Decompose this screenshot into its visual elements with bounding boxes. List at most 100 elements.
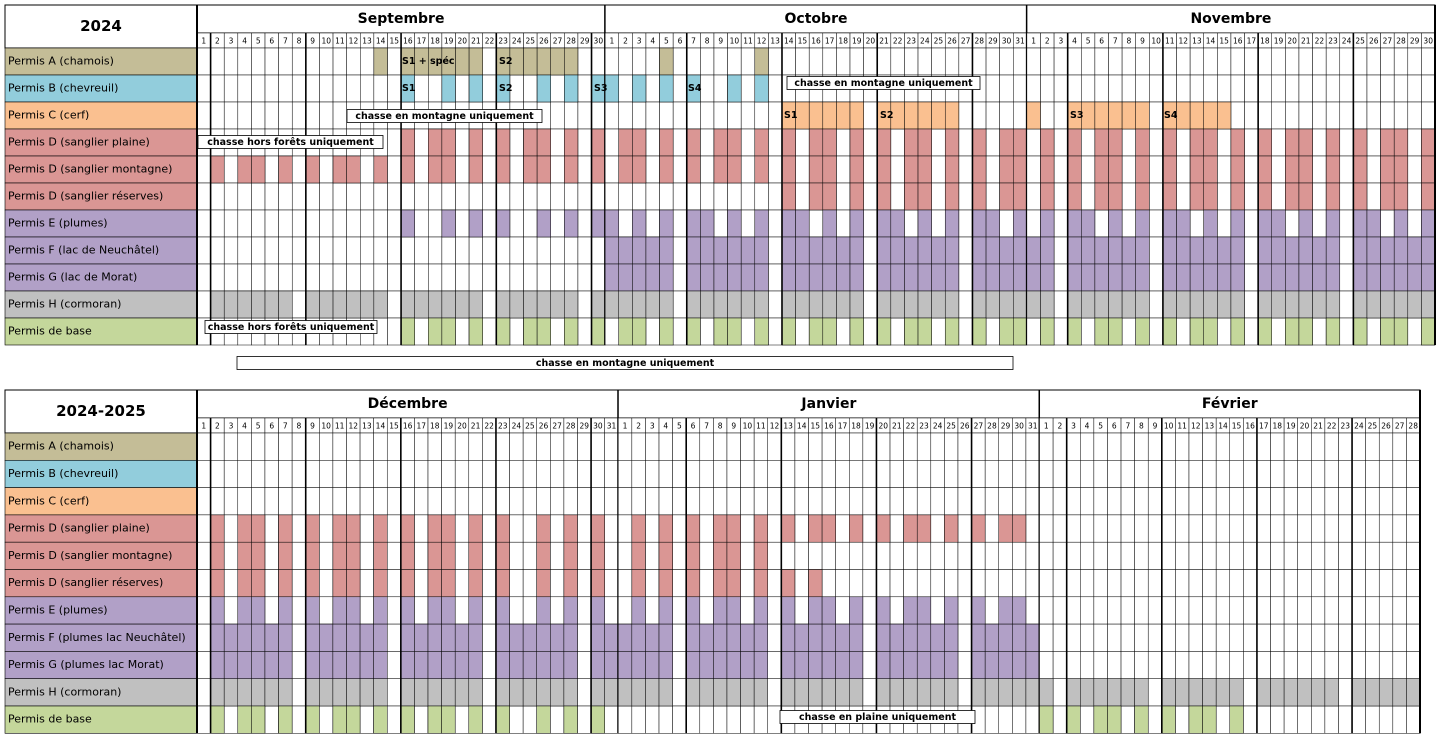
open-day (971, 623, 986, 652)
day-number: 21 (1301, 37, 1311, 46)
open-day (523, 317, 538, 346)
day-cell (1107, 541, 1122, 570)
open-day (686, 209, 701, 238)
open-day (400, 705, 415, 734)
day-number: 8 (297, 37, 302, 46)
open-day (427, 678, 442, 707)
day-cell (1052, 678, 1067, 707)
open-day (305, 596, 320, 625)
day-cell (1202, 596, 1217, 625)
day-number: 11 (1165, 37, 1175, 46)
day-cell (1351, 705, 1366, 734)
day-cell (414, 596, 429, 625)
day-number: 6 (1099, 37, 1104, 46)
open-day (753, 541, 768, 570)
day-cell (577, 128, 592, 157)
day-cell (414, 209, 429, 238)
open-day (631, 623, 646, 652)
day-cell (210, 236, 225, 265)
open-day (904, 155, 919, 184)
day-cell (1039, 514, 1054, 543)
day-cell (1202, 569, 1217, 598)
day-number: 2 (1058, 422, 1063, 431)
day-cell (1271, 74, 1286, 103)
open-day (849, 514, 864, 543)
open-day (468, 74, 483, 103)
day-cell (876, 487, 891, 516)
row-label: Permis E (plumes) (8, 217, 108, 230)
row-label: Permis de base (8, 713, 92, 726)
day-number: 27 (1395, 422, 1405, 431)
open-day (1108, 155, 1123, 184)
open-day (1217, 101, 1232, 130)
day-cell (550, 705, 565, 734)
day-cell (1066, 651, 1081, 679)
day-cell (904, 209, 919, 238)
open-day (713, 596, 728, 625)
day-cell (1093, 569, 1108, 598)
day-cell (836, 209, 851, 238)
open-day (713, 236, 728, 265)
open-day (427, 514, 442, 543)
day-cell (196, 678, 211, 707)
day-number: 14 (797, 422, 807, 431)
day-cell (1324, 569, 1339, 598)
open-day (441, 209, 456, 238)
day-cell (237, 74, 252, 103)
open-day (876, 236, 892, 265)
open-day (1162, 182, 1177, 211)
open-day (400, 596, 415, 625)
day-number: 4 (242, 422, 247, 431)
day-cell (223, 569, 239, 598)
open-day (876, 263, 892, 292)
open-day (795, 263, 810, 292)
day-number: 16 (1233, 37, 1243, 46)
open-day (1013, 182, 1028, 211)
day-cell (1407, 155, 1422, 184)
day-number: 12 (349, 37, 359, 46)
open-day (849, 236, 864, 265)
open-day (876, 290, 892, 319)
day-cell (264, 596, 279, 625)
day-cell (753, 460, 768, 488)
day-number: 3 (650, 422, 655, 431)
day-number: 15 (1232, 422, 1242, 431)
day-cell (1149, 317, 1164, 346)
day-cell (944, 487, 959, 516)
day-cell (563, 487, 578, 516)
day-number: 25 (1355, 37, 1365, 46)
day-cell (1312, 101, 1327, 130)
row-label-cell (4, 47, 198, 76)
day-cell (768, 155, 783, 184)
day-number: 30 (593, 422, 603, 431)
open-day (1393, 209, 1409, 238)
open-day (890, 236, 905, 265)
open-day (1298, 290, 1313, 319)
day-cell (1243, 487, 1258, 516)
day-cell (998, 705, 1013, 734)
day-cell (767, 487, 782, 516)
day-number: 22 (484, 422, 494, 431)
day-cell (862, 514, 877, 543)
day-number: 7 (283, 422, 288, 431)
day-cell (835, 514, 850, 543)
row-label-cell (4, 128, 198, 157)
annotation: chasse en montagne uniquement (536, 358, 715, 369)
open-day (1203, 290, 1218, 319)
day-cell (360, 182, 375, 211)
day-cell (754, 101, 769, 130)
open-day (972, 290, 987, 319)
day-cell (563, 460, 578, 488)
day-cell (1351, 651, 1366, 679)
day-cell (536, 263, 551, 292)
open-day (645, 623, 660, 652)
day-cell (1175, 541, 1190, 570)
title-cell (4, 389, 198, 434)
day-cell (468, 182, 483, 211)
open-day (1012, 623, 1027, 652)
day-cell (957, 460, 972, 488)
open-day (821, 514, 836, 543)
day-cell (1392, 514, 1407, 543)
open-day (414, 623, 429, 652)
day-cell (550, 460, 565, 488)
